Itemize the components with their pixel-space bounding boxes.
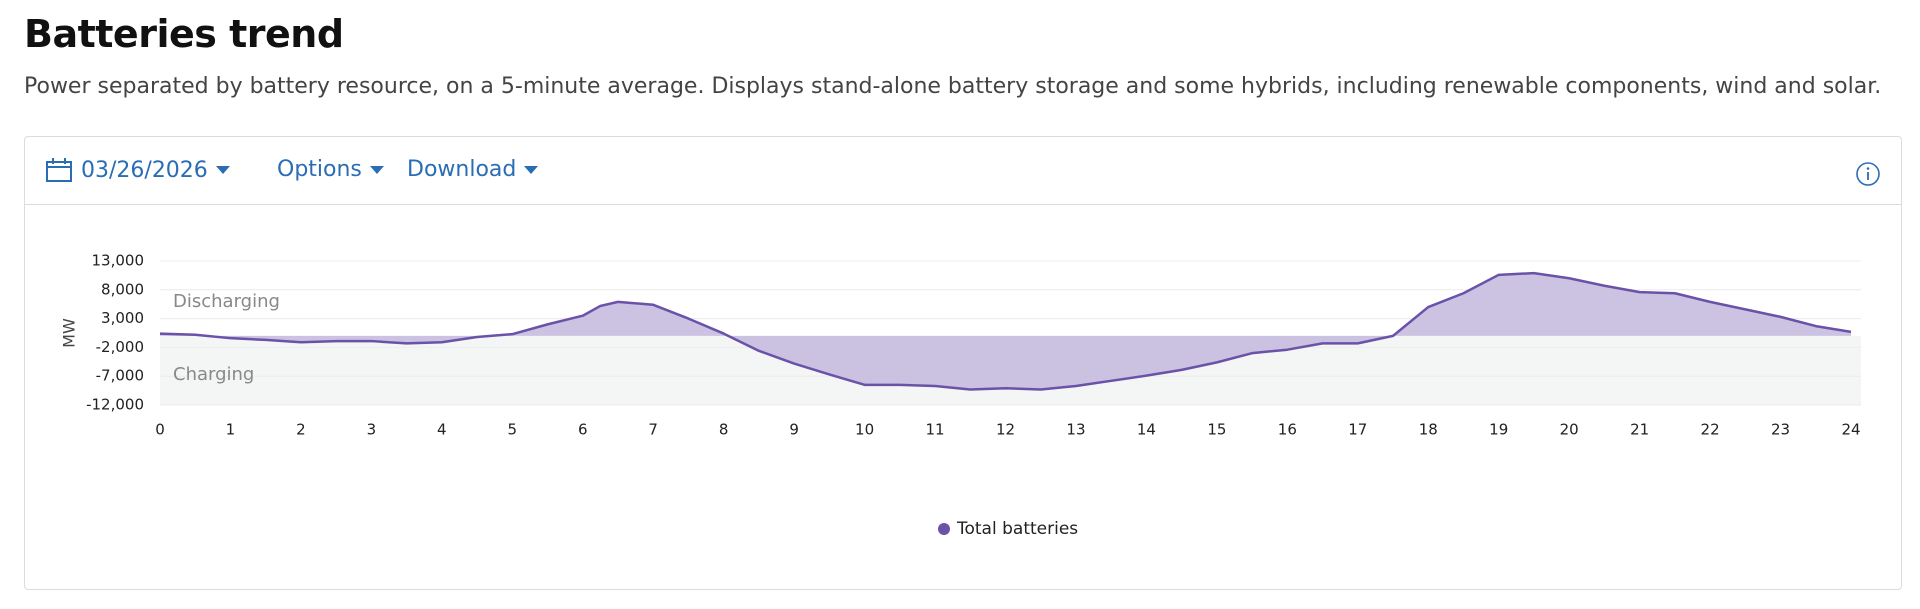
annotation: Charging [173, 364, 254, 385]
caret [215, 166, 230, 174]
x-tick-label: 15 [1207, 421, 1226, 439]
x-tick-label: 2 [296, 421, 306, 439]
x-tick-label: 20 [1560, 421, 1579, 439]
toolbar: 03/26/2026 Options Download [25, 137, 1901, 205]
x-tick-label: 11 [925, 421, 944, 439]
y-tick-label: -7,000 [96, 367, 144, 385]
x-tick-label: 1 [226, 421, 236, 439]
options-menu[interactable]: Options [277, 157, 384, 182]
x-tick-label: 14 [1137, 421, 1156, 439]
caret [524, 165, 539, 174]
y-tick-label: 13,000 [92, 252, 145, 270]
line [159, 271, 1852, 391]
download: Download [407, 157, 517, 182]
x-tick-label: 22 [1701, 421, 1720, 439]
x-tick-label: 23 [1771, 421, 1790, 439]
title: Batteries trend [24, 12, 344, 56]
info-icon[interactable] [1855, 161, 1881, 187]
x-tick-label: 17 [1348, 421, 1367, 439]
x-tick-label: 3 [367, 421, 377, 439]
y-axis-label: MW [60, 318, 79, 348]
x-tick-label: 24 [1841, 421, 1860, 439]
x-tick-label: 7 [648, 421, 658, 439]
description: Power separated by battery resource, on … [24, 74, 1882, 99]
chart-card: 03/26/2026 Options Download [24, 136, 1902, 590]
x-tick-label: 4 [437, 421, 447, 439]
y-tick-label: -12,000 [86, 396, 144, 414]
x-tick-label: 10 [855, 421, 874, 439]
x-tick-label: 12 [996, 421, 1015, 439]
legend-label: Total batteries [956, 519, 1078, 539]
legend-marker [938, 523, 950, 535]
y-tick-label: -2,000 [96, 338, 144, 356]
caret [369, 165, 384, 174]
calendar-icon [46, 158, 72, 182]
x-tick-label: 9 [789, 421, 799, 439]
x-tick-label: 6 [578, 421, 588, 439]
x-tick-label: 0 [155, 421, 165, 439]
date-picker[interactable]: 03/26/2026 [45, 157, 230, 183]
x-tick-label: 13 [1066, 421, 1085, 439]
y-tick-label: 8,000 [101, 280, 144, 298]
x-tick-label: 21 [1630, 421, 1649, 439]
annotation: Discharging [173, 291, 280, 312]
x-tick-label: 16 [1278, 421, 1297, 439]
options: Options [277, 157, 362, 182]
x-tick-label: 5 [508, 421, 518, 439]
download-menu[interactable]: Download [407, 157, 539, 182]
date: 03/26/2026 [81, 157, 208, 183]
area [160, 273, 1851, 390]
y-tick-label: 3,000 [101, 309, 144, 327]
x-tick-label: 19 [1489, 421, 1508, 439]
x-tick-label: 8 [719, 421, 729, 439]
x-tick-label: 18 [1419, 421, 1438, 439]
